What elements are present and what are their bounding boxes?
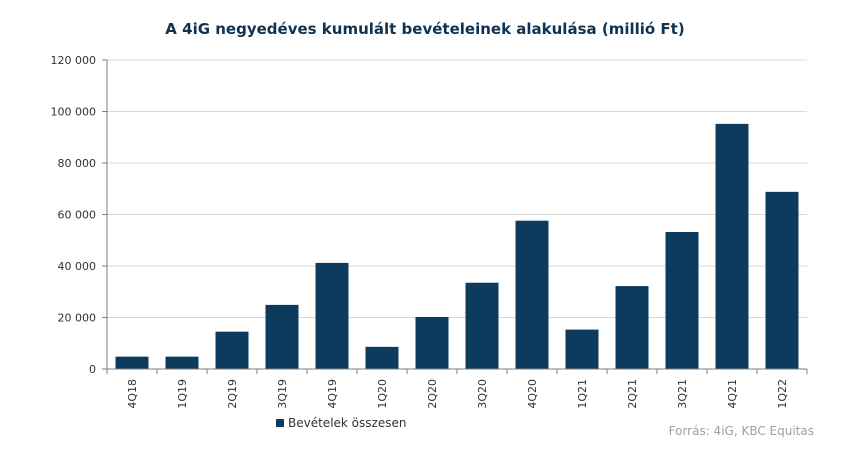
x-tick-label: 4Q20 — [526, 379, 539, 409]
x-tick-label: 2Q21 — [626, 379, 639, 409]
y-tick-label: 0 — [89, 363, 96, 376]
x-tick-label: 1Q19 — [176, 379, 189, 409]
y-axis-ticks: 0 20 000 40 000 60 000 80 000 100 000 120 000 — [51, 54, 107, 376]
bar-1Q21 — [565, 329, 599, 369]
legend-label: Bevételek összesen — [288, 416, 407, 430]
x-tick-label: 1Q22 — [776, 379, 789, 409]
x-tick-label: 2Q19 — [226, 379, 239, 409]
bar-4Q20 — [515, 220, 549, 369]
y-tick-label: 120 000 — [51, 54, 97, 67]
y-tick-label: 100 000 — [51, 106, 97, 119]
x-tick-label: 1Q20 — [376, 379, 389, 409]
source-note: Forrás: 4iG, KBC Equitas — [668, 424, 814, 438]
bar-3Q21 — [665, 232, 699, 369]
y-tick-label: 80 000 — [58, 157, 97, 170]
bar-3Q20 — [465, 282, 499, 369]
legend-swatch — [276, 419, 284, 427]
x-tick-label: 2Q20 — [426, 379, 439, 409]
x-tick-label: 1Q21 — [576, 379, 589, 409]
bar-1Q22 — [765, 191, 799, 369]
gridlines — [107, 59, 807, 318]
x-tick-label: 3Q21 — [676, 379, 689, 409]
bar-2Q20 — [415, 316, 449, 369]
bar-2Q19 — [215, 331, 249, 369]
bar-4Q18 — [115, 356, 149, 369]
y-tick-label: 40 000 — [58, 260, 97, 273]
x-tick-label: 4Q19 — [326, 379, 339, 409]
y-tick-label: 20 000 — [58, 312, 97, 325]
bar-1Q20 — [365, 346, 399, 369]
bar-3Q19 — [265, 304, 299, 369]
bars — [115, 123, 799, 369]
x-tick-label: 3Q19 — [276, 379, 289, 409]
x-tick-label: 4Q18 — [126, 379, 139, 409]
bar-2Q21 — [615, 286, 649, 369]
bar-4Q19 — [315, 262, 349, 369]
y-tick-label: 60 000 — [58, 209, 97, 222]
x-tick-label: 3Q20 — [476, 379, 489, 409]
bar-1Q19 — [165, 356, 199, 369]
chart-title: A 4iG negyedéves kumulált bevételeinek a… — [165, 20, 685, 38]
bar-4Q21 — [715, 123, 749, 369]
legend: Bevételek összesen — [276, 416, 406, 430]
x-axis-ticks: 4Q18 1Q19 2Q19 3Q19 4Q19 1Q20 2Q20 3Q20 4Q20 1Q21… — [106, 369, 808, 409]
x-tick-label: 4Q21 — [726, 379, 739, 409]
